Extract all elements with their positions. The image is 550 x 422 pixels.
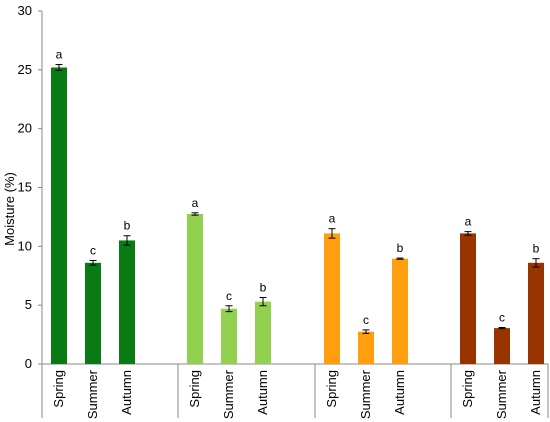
y-tick-label: 25 xyxy=(18,62,32,77)
x-tick-label: Summer xyxy=(494,369,509,419)
significance-label: c xyxy=(90,243,96,257)
error-bar xyxy=(259,297,267,307)
x-tick-label: Spring xyxy=(460,370,475,408)
error-bar xyxy=(123,235,131,246)
x-tick-label: Spring xyxy=(187,370,202,408)
error-bar xyxy=(464,231,472,236)
significance-label: c xyxy=(499,311,505,325)
bar xyxy=(358,331,374,364)
significance-label: b xyxy=(533,242,540,256)
significance-label: b xyxy=(260,281,267,295)
significance-label: c xyxy=(363,313,369,327)
error-bar xyxy=(498,327,506,330)
y-axis-title: Moisture (%) xyxy=(2,172,17,246)
significance-label: a xyxy=(329,212,336,226)
x-tick-label: Autumn xyxy=(528,370,543,415)
bar xyxy=(528,262,544,364)
error-bar xyxy=(328,228,336,239)
bar xyxy=(85,262,101,364)
x-tick-label: Spring xyxy=(324,370,339,408)
bars: a c b a c b a c b a c b xyxy=(51,48,544,364)
y-axis: 0 5 10 15 20 25 30 xyxy=(18,3,43,371)
error-bar xyxy=(225,305,233,313)
significance-label: a xyxy=(56,48,63,62)
x-tick-label: Summer xyxy=(85,369,100,419)
x-tick-label: Summer xyxy=(221,369,236,419)
x-tick-label: Summer xyxy=(358,369,373,419)
bar xyxy=(392,258,408,364)
bar xyxy=(51,67,67,364)
bar xyxy=(187,213,203,364)
x-tick-label: Autumn xyxy=(392,370,407,415)
significance-label: b xyxy=(124,219,131,233)
x-tick-label: Autumn xyxy=(119,370,134,415)
bar xyxy=(494,328,510,364)
bar xyxy=(221,308,237,364)
error-bar xyxy=(396,257,404,260)
x-axis: Spring Summer Autumn Spring Summer Autumn Spri… xyxy=(41,363,549,419)
error-bar xyxy=(532,258,540,268)
significance-label: a xyxy=(465,215,472,229)
y-tick-label: 15 xyxy=(18,180,32,195)
error-bar xyxy=(191,212,199,216)
bar xyxy=(460,233,476,364)
y-tick-label: 30 xyxy=(18,3,32,18)
significance-label: c xyxy=(226,289,232,303)
error-bar xyxy=(362,329,370,334)
error-bar xyxy=(55,64,63,71)
x-tick-label: Autumn xyxy=(255,370,270,415)
bar xyxy=(119,240,135,364)
bar xyxy=(255,301,271,364)
y-tick-label: 10 xyxy=(18,238,32,253)
bar xyxy=(324,233,340,364)
significance-label: b xyxy=(397,241,404,255)
error-bar xyxy=(89,259,97,266)
x-tick-label: Spring xyxy=(51,370,66,408)
y-tick-label: 5 xyxy=(25,297,32,312)
y-tick-label: 20 xyxy=(18,121,32,136)
significance-label: a xyxy=(192,196,199,210)
y-tick-label: 0 xyxy=(25,356,32,371)
